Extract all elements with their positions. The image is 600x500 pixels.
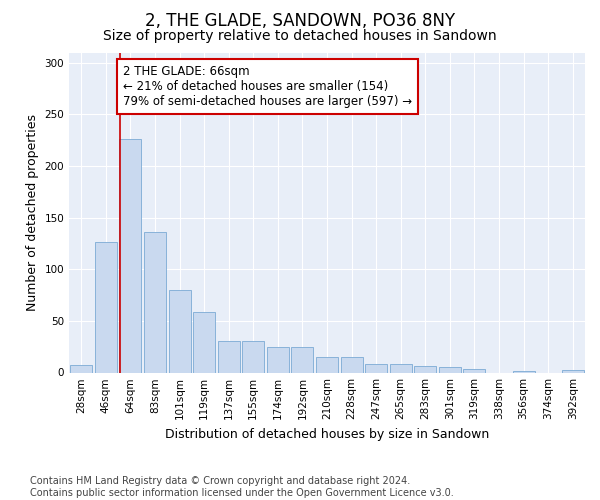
- Bar: [169, 290, 191, 372]
- Bar: [242, 340, 265, 372]
- Text: 2 THE GLADE: 66sqm
← 21% of detached houses are smaller (154)
79% of semi-detach: 2 THE GLADE: 66sqm ← 21% of detached hou…: [123, 65, 412, 108]
- Text: 2, THE GLADE, SANDOWN, PO36 8NY: 2, THE GLADE, SANDOWN, PO36 8NY: [145, 12, 455, 30]
- Bar: [193, 312, 215, 372]
- Bar: [144, 232, 166, 372]
- Bar: [414, 366, 436, 372]
- Bar: [267, 346, 289, 372]
- X-axis label: Distribution of detached houses by size in Sandown: Distribution of detached houses by size …: [165, 428, 489, 441]
- Bar: [95, 242, 117, 372]
- Text: Size of property relative to detached houses in Sandown: Size of property relative to detached ho…: [103, 29, 497, 43]
- Bar: [463, 370, 485, 372]
- Bar: [365, 364, 387, 372]
- Bar: [316, 357, 338, 372]
- Bar: [341, 357, 362, 372]
- Text: Contains HM Land Registry data © Crown copyright and database right 2024.
Contai: Contains HM Land Registry data © Crown c…: [30, 476, 454, 498]
- Bar: [70, 366, 92, 372]
- Bar: [292, 346, 313, 372]
- Bar: [389, 364, 412, 372]
- Y-axis label: Number of detached properties: Number of detached properties: [26, 114, 39, 311]
- Bar: [562, 370, 584, 372]
- Bar: [218, 340, 240, 372]
- Bar: [119, 139, 142, 372]
- Bar: [439, 368, 461, 372]
